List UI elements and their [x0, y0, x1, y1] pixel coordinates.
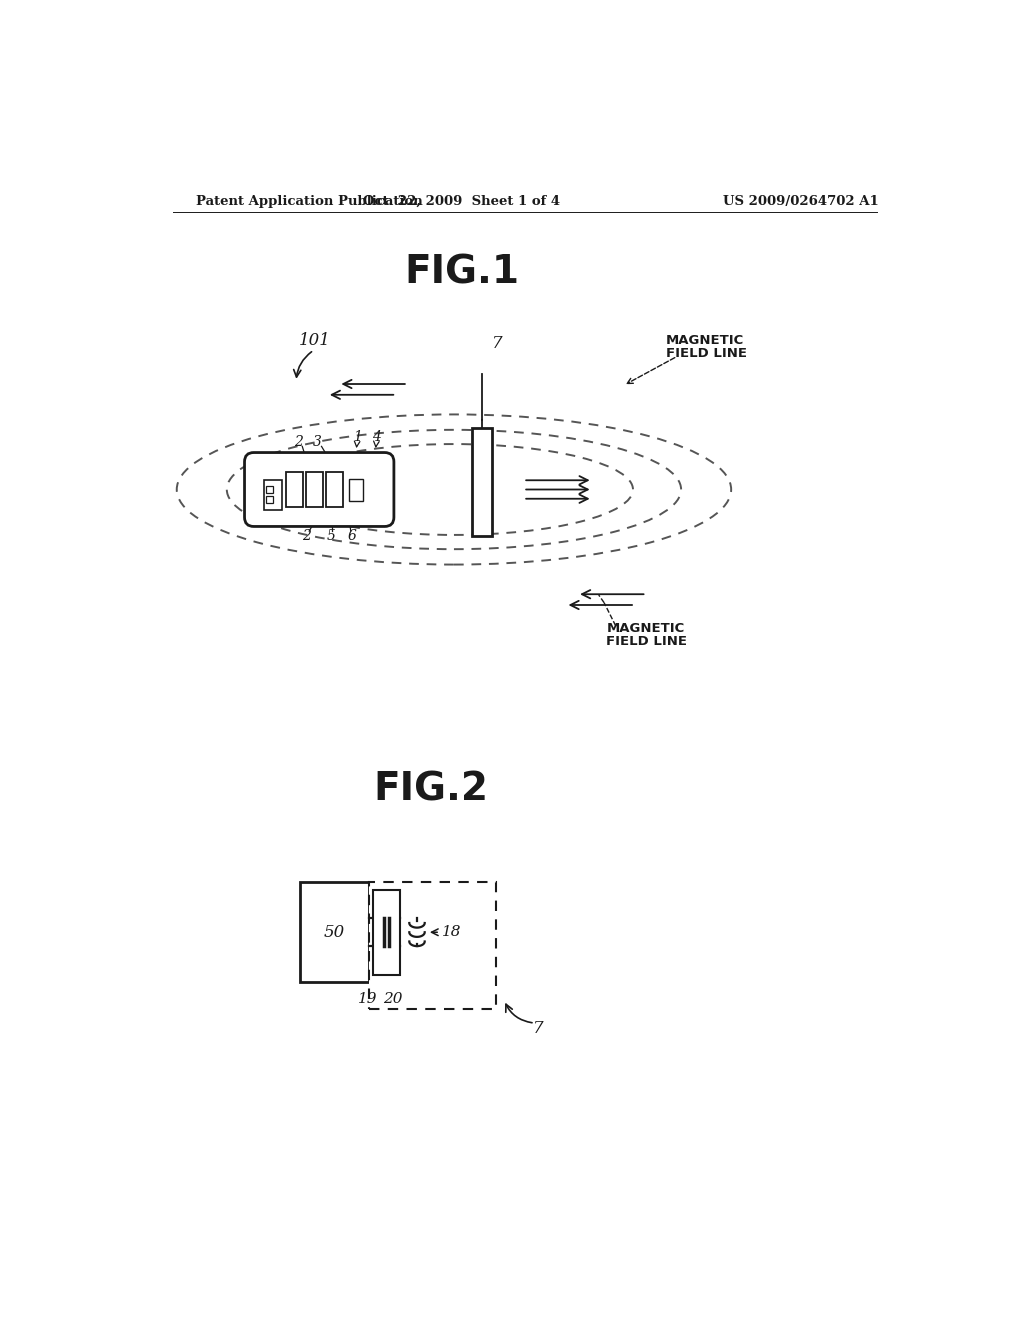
Bar — [373, 890, 400, 974]
Bar — [264, 480, 283, 510]
Bar — [300, 882, 370, 982]
Text: 7: 7 — [493, 335, 503, 351]
Text: FIELD LINE: FIELD LINE — [606, 635, 687, 648]
Text: 4: 4 — [373, 430, 381, 444]
Bar — [370, 882, 497, 1010]
Text: 20: 20 — [383, 993, 402, 1006]
Bar — [286, 471, 303, 507]
Text: 5: 5 — [327, 529, 335, 543]
Bar — [326, 471, 343, 507]
Text: MAGNETIC: MAGNETIC — [606, 622, 685, 635]
Text: 2: 2 — [294, 434, 303, 449]
Text: 18: 18 — [441, 925, 461, 940]
Text: 3: 3 — [312, 434, 322, 449]
Text: FIG.1: FIG.1 — [404, 253, 519, 292]
Bar — [306, 471, 323, 507]
FancyBboxPatch shape — [245, 453, 394, 527]
Text: 19: 19 — [357, 993, 377, 1006]
Text: FIELD LINE: FIELD LINE — [666, 347, 746, 360]
Text: FIG.2: FIG.2 — [374, 771, 488, 809]
Text: Patent Application Publication: Patent Application Publication — [196, 195, 423, 209]
Text: 101: 101 — [298, 333, 331, 350]
Text: 6: 6 — [348, 529, 356, 543]
Text: Oct. 22, 2009  Sheet 1 of 4: Oct. 22, 2009 Sheet 1 of 4 — [364, 195, 560, 209]
Text: 2: 2 — [302, 529, 310, 543]
Bar — [349, 479, 364, 502]
Bar — [472, 428, 493, 536]
Bar — [266, 486, 273, 492]
Text: 1: 1 — [353, 430, 362, 444]
Text: 50: 50 — [324, 924, 345, 941]
Text: 7: 7 — [534, 1020, 544, 1038]
Text: US 2009/0264702 A1: US 2009/0264702 A1 — [723, 195, 879, 209]
Bar — [266, 496, 273, 503]
Text: MAGNETIC: MAGNETIC — [666, 334, 744, 347]
